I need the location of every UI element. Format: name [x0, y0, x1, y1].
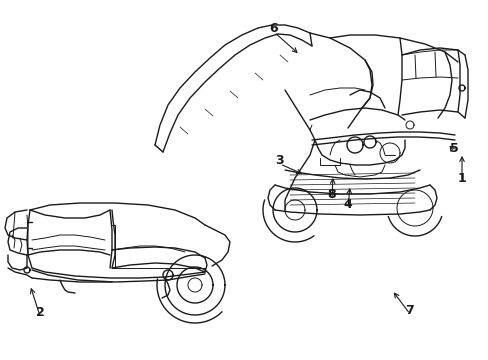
Text: 3: 3	[275, 153, 284, 166]
Text: 1: 1	[457, 171, 466, 184]
Text: 4: 4	[343, 198, 352, 211]
Text: 5: 5	[448, 141, 457, 154]
Text: 6: 6	[269, 22, 278, 35]
Text: 8: 8	[327, 189, 336, 202]
Text: 2: 2	[36, 306, 44, 319]
Text: 7: 7	[405, 303, 413, 316]
